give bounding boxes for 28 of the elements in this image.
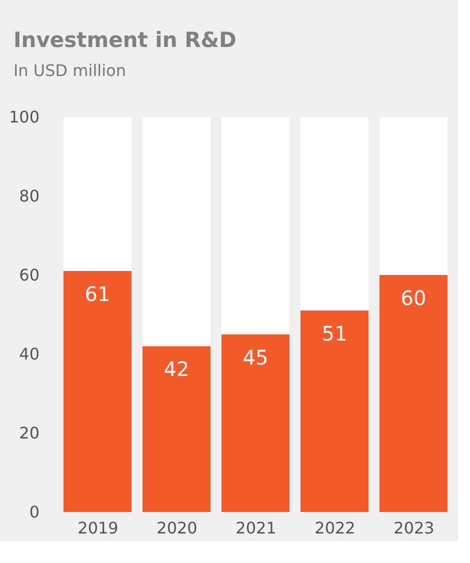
- x-tick-label: 2019: [78, 518, 118, 538]
- bar: [222, 117, 290, 334]
- y-tick-label: 100: [8, 108, 40, 126]
- chart-subtitle: In USD million: [13, 61, 126, 80]
- bar: [380, 117, 448, 275]
- bar: [222, 334, 290, 512]
- y-tick-label: 80: [19, 186, 40, 206]
- y-tick-label: 0: [29, 502, 40, 522]
- bar: [142, 117, 210, 346]
- data-label: 42: [164, 357, 190, 382]
- x-tick-label: 2021: [236, 518, 276, 538]
- y-tick-label: 60: [19, 266, 40, 284]
- bar: [64, 117, 132, 272]
- bar: [300, 117, 368, 311]
- data-label: 60: [400, 286, 426, 310]
- x-tick-label: 2020: [156, 518, 198, 538]
- bar: [380, 275, 448, 512]
- data-label: 61: [84, 282, 110, 306]
- y-tick-label: 40: [19, 344, 40, 364]
- data-label: 45: [242, 345, 268, 370]
- y-tick-label: 20: [19, 424, 40, 442]
- x-tick-label: 2022: [314, 518, 356, 538]
- data-label: 51: [322, 322, 348, 346]
- x-tick-label: 2023: [394, 518, 434, 538]
- bar: [142, 346, 210, 512]
- chart-title: Investment in R&D: [13, 28, 237, 52]
- bar: [64, 271, 132, 512]
- bar: [300, 310, 368, 512]
